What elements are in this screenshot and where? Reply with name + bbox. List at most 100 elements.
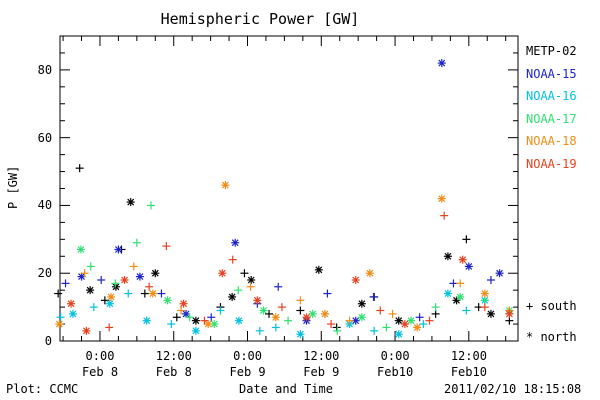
point-stroke — [309, 310, 317, 318]
point-stroke — [235, 317, 243, 325]
point-stroke — [444, 252, 452, 260]
data-point-noaa-19-7 — [200, 316, 209, 325]
y-axis-ticks — [60, 35, 518, 342]
x-tick-label-date: Feb10 — [377, 365, 414, 379]
point-stroke — [69, 310, 77, 318]
data-point-noaa-19-21 — [505, 309, 514, 318]
point-stroke — [395, 330, 403, 338]
legend-item-noaa-19: NOAA-19 — [526, 156, 577, 171]
data-point-noaa-18-3 — [129, 262, 138, 271]
y-axis-label: P [GW] — [6, 165, 20, 209]
x-tick-label-date: Feb 9 — [229, 365, 266, 379]
data-point-noaa-16-1 — [68, 309, 77, 318]
point-stroke — [83, 327, 90, 335]
data-point-noaa-15-19 — [486, 276, 495, 284]
data-point-noaa-15-8 — [231, 238, 240, 247]
data-point-metp-02-17 — [314, 265, 323, 274]
data-point-noaa-19-20 — [480, 303, 489, 312]
data-point-noaa-16-0 — [56, 313, 65, 322]
data-point-metp-02-21 — [394, 316, 403, 325]
point-stroke — [481, 290, 489, 297]
x-tick-label-time: 0:00 — [233, 349, 262, 363]
data-point-metp-02-8 — [151, 269, 160, 278]
data-point-noaa-15-4 — [135, 272, 144, 281]
data-point-noaa-19-5 — [162, 242, 171, 251]
x-tick-label-time: 12:00 — [155, 349, 192, 363]
data-point-noaa-18-18 — [480, 289, 489, 298]
point-stroke — [315, 266, 323, 274]
data-points — [54, 59, 514, 339]
point-stroke — [180, 300, 187, 308]
point-stroke — [296, 330, 304, 338]
data-point-noaa-16-15 — [370, 326, 379, 335]
data-point-noaa-15-17 — [449, 279, 458, 288]
point-stroke — [487, 310, 495, 318]
data-point-noaa-19-6 — [179, 299, 188, 308]
data-point-noaa-17-10 — [284, 316, 293, 325]
data-point-noaa-19-15 — [376, 306, 385, 315]
point-stroke — [260, 307, 267, 314]
data-point-noaa-16-19 — [462, 306, 471, 315]
chart-title: Hemispheric Power [GW] — [160, 10, 360, 28]
data-point-noaa-19-9 — [228, 255, 237, 264]
data-point-metp-02-18 — [332, 323, 341, 332]
data-point-noaa-16-5 — [142, 316, 151, 325]
y-tick-label: 0 — [44, 334, 53, 348]
data-point-noaa-15-14 — [369, 292, 378, 301]
x-axis-label: Date and Time — [239, 382, 333, 396]
data-point-metp-02-2 — [86, 286, 95, 295]
point-stroke — [77, 246, 85, 253]
data-point-noaa-15-5 — [157, 289, 166, 298]
data-point-noaa-18-13 — [365, 269, 374, 278]
data-point-metp-02-9 — [172, 313, 181, 322]
y-tick-label: 40 — [37, 198, 53, 213]
symbol-key-north: * north — [526, 330, 577, 344]
data-point-noaa-18-9 — [271, 313, 280, 322]
point-stroke — [444, 290, 452, 297]
data-point-noaa-16-11 — [271, 323, 280, 332]
data-point-noaa-15-16 — [437, 59, 446, 68]
data-point-noaa-17-0 — [76, 245, 85, 254]
point-stroke — [321, 310, 329, 318]
y-tick-label: 80 — [37, 62, 53, 77]
data-point-noaa-19-0 — [67, 299, 76, 308]
point-stroke — [121, 276, 128, 284]
point-stroke — [496, 269, 503, 277]
data-point-noaa-18-6 — [204, 320, 213, 329]
legend-item-noaa-15: NOAA-15 — [526, 66, 577, 81]
data-point-noaa-18-12 — [345, 316, 354, 325]
data-point-noaa-16-18 — [443, 289, 452, 298]
data-point-noaa-15-13 — [351, 316, 360, 325]
data-point-noaa-16-7 — [191, 326, 200, 335]
data-point-noaa-17-16 — [431, 303, 440, 312]
point-stroke — [352, 317, 360, 325]
data-point-noaa-19-19 — [458, 255, 467, 264]
point-stroke — [192, 327, 200, 335]
point-stroke — [401, 320, 409, 328]
data-point-noaa-17-11 — [308, 309, 317, 318]
data-point-noaa-16-8 — [216, 306, 225, 315]
legend-item-noaa-17: NOAA-17 — [526, 111, 577, 126]
data-point-noaa-17-6 — [185, 313, 194, 322]
data-point-noaa-16-2 — [89, 303, 98, 312]
point-stroke — [272, 313, 280, 321]
data-point-noaa-17-4 — [146, 201, 155, 210]
point-stroke — [456, 293, 464, 301]
point-stroke — [358, 300, 366, 308]
point-stroke — [204, 320, 212, 328]
point-stroke — [78, 273, 85, 281]
point-stroke — [413, 324, 421, 331]
data-point-metp-02-3 — [100, 296, 109, 305]
point-stroke — [303, 313, 310, 321]
data-point-noaa-19-18 — [440, 211, 449, 220]
point-stroke — [218, 269, 226, 277]
data-point-noaa-17-5 — [163, 296, 172, 305]
data-point-noaa-16-6 — [167, 320, 176, 329]
point-stroke — [55, 320, 63, 328]
data-point-noaa-19-8 — [218, 269, 227, 278]
x-axis-ticks — [62, 36, 507, 341]
data-point-noaa-17-17 — [456, 292, 465, 301]
data-point-noaa-16-16 — [394, 330, 403, 339]
data-point-metp-02-27 — [486, 309, 495, 318]
